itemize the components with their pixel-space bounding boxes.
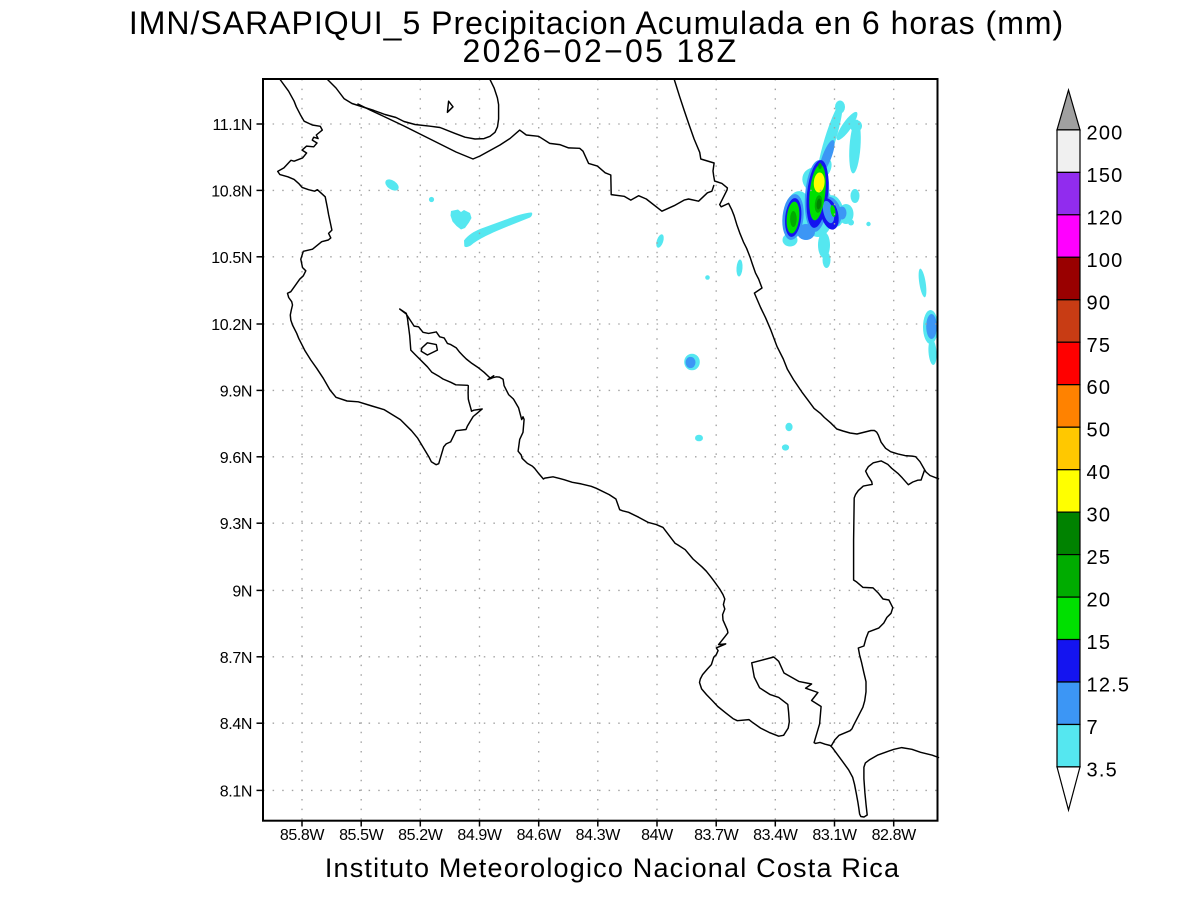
svg-text:60: 60 <box>1087 377 1112 399</box>
svg-text:20: 20 <box>1087 590 1112 612</box>
svg-text:90: 90 <box>1087 292 1112 314</box>
svg-text:8.4N: 8.4N <box>220 716 252 733</box>
svg-text:83.7W: 83.7W <box>694 827 740 844</box>
svg-text:85.2W: 85.2W <box>398 827 444 844</box>
svg-text:84.9W: 84.9W <box>457 827 503 844</box>
svg-text:84W: 84W <box>641 827 674 844</box>
svg-text:15: 15 <box>1087 632 1112 654</box>
svg-text:50: 50 <box>1087 420 1112 442</box>
svg-text:75: 75 <box>1087 335 1112 357</box>
svg-text:9.9N: 9.9N <box>220 383 252 400</box>
svg-text:120: 120 <box>1087 207 1124 229</box>
svg-text:150: 150 <box>1087 165 1124 187</box>
svg-text:2026−02−05 18Z: 2026−02−05 18Z <box>463 33 739 69</box>
svg-text:12.5: 12.5 <box>1087 675 1131 697</box>
svg-text:9.3N: 9.3N <box>220 516 252 533</box>
svg-text:100: 100 <box>1087 250 1124 272</box>
svg-text:200: 200 <box>1087 122 1124 144</box>
svg-text:7: 7 <box>1087 717 1099 739</box>
svg-text:3.5: 3.5 <box>1087 759 1118 781</box>
svg-text:83.1W: 83.1W <box>812 827 858 844</box>
svg-text:85.5W: 85.5W <box>339 827 385 844</box>
svg-text:11.1N: 11.1N <box>212 117 252 134</box>
svg-text:10.8N: 10.8N <box>211 183 252 200</box>
svg-text:Instituto Meteorologico Nacion: Instituto Meteorologico Nacional Costa R… <box>325 853 900 883</box>
svg-text:9N: 9N <box>232 583 252 600</box>
svg-text:82.8W: 82.8W <box>872 827 918 844</box>
svg-text:84.6W: 84.6W <box>517 827 563 844</box>
svg-text:40: 40 <box>1087 462 1112 484</box>
svg-text:25: 25 <box>1087 547 1112 569</box>
svg-text:30: 30 <box>1087 505 1112 527</box>
svg-text:10.5N: 10.5N <box>211 250 252 267</box>
svg-text:9.6N: 9.6N <box>220 450 252 467</box>
svg-text:10.2N: 10.2N <box>211 317 252 334</box>
svg-text:8.7N: 8.7N <box>220 650 252 667</box>
svg-text:85.8W: 85.8W <box>280 827 326 844</box>
svg-text:83.4W: 83.4W <box>753 827 799 844</box>
svg-text:8.1N: 8.1N <box>220 783 252 800</box>
svg-text:IMN/SARAPIQUI_5 Precipitacion: IMN/SARAPIQUI_5 Precipitacion Acumulada … <box>129 5 1064 41</box>
svg-text:84.3W: 84.3W <box>576 827 622 844</box>
